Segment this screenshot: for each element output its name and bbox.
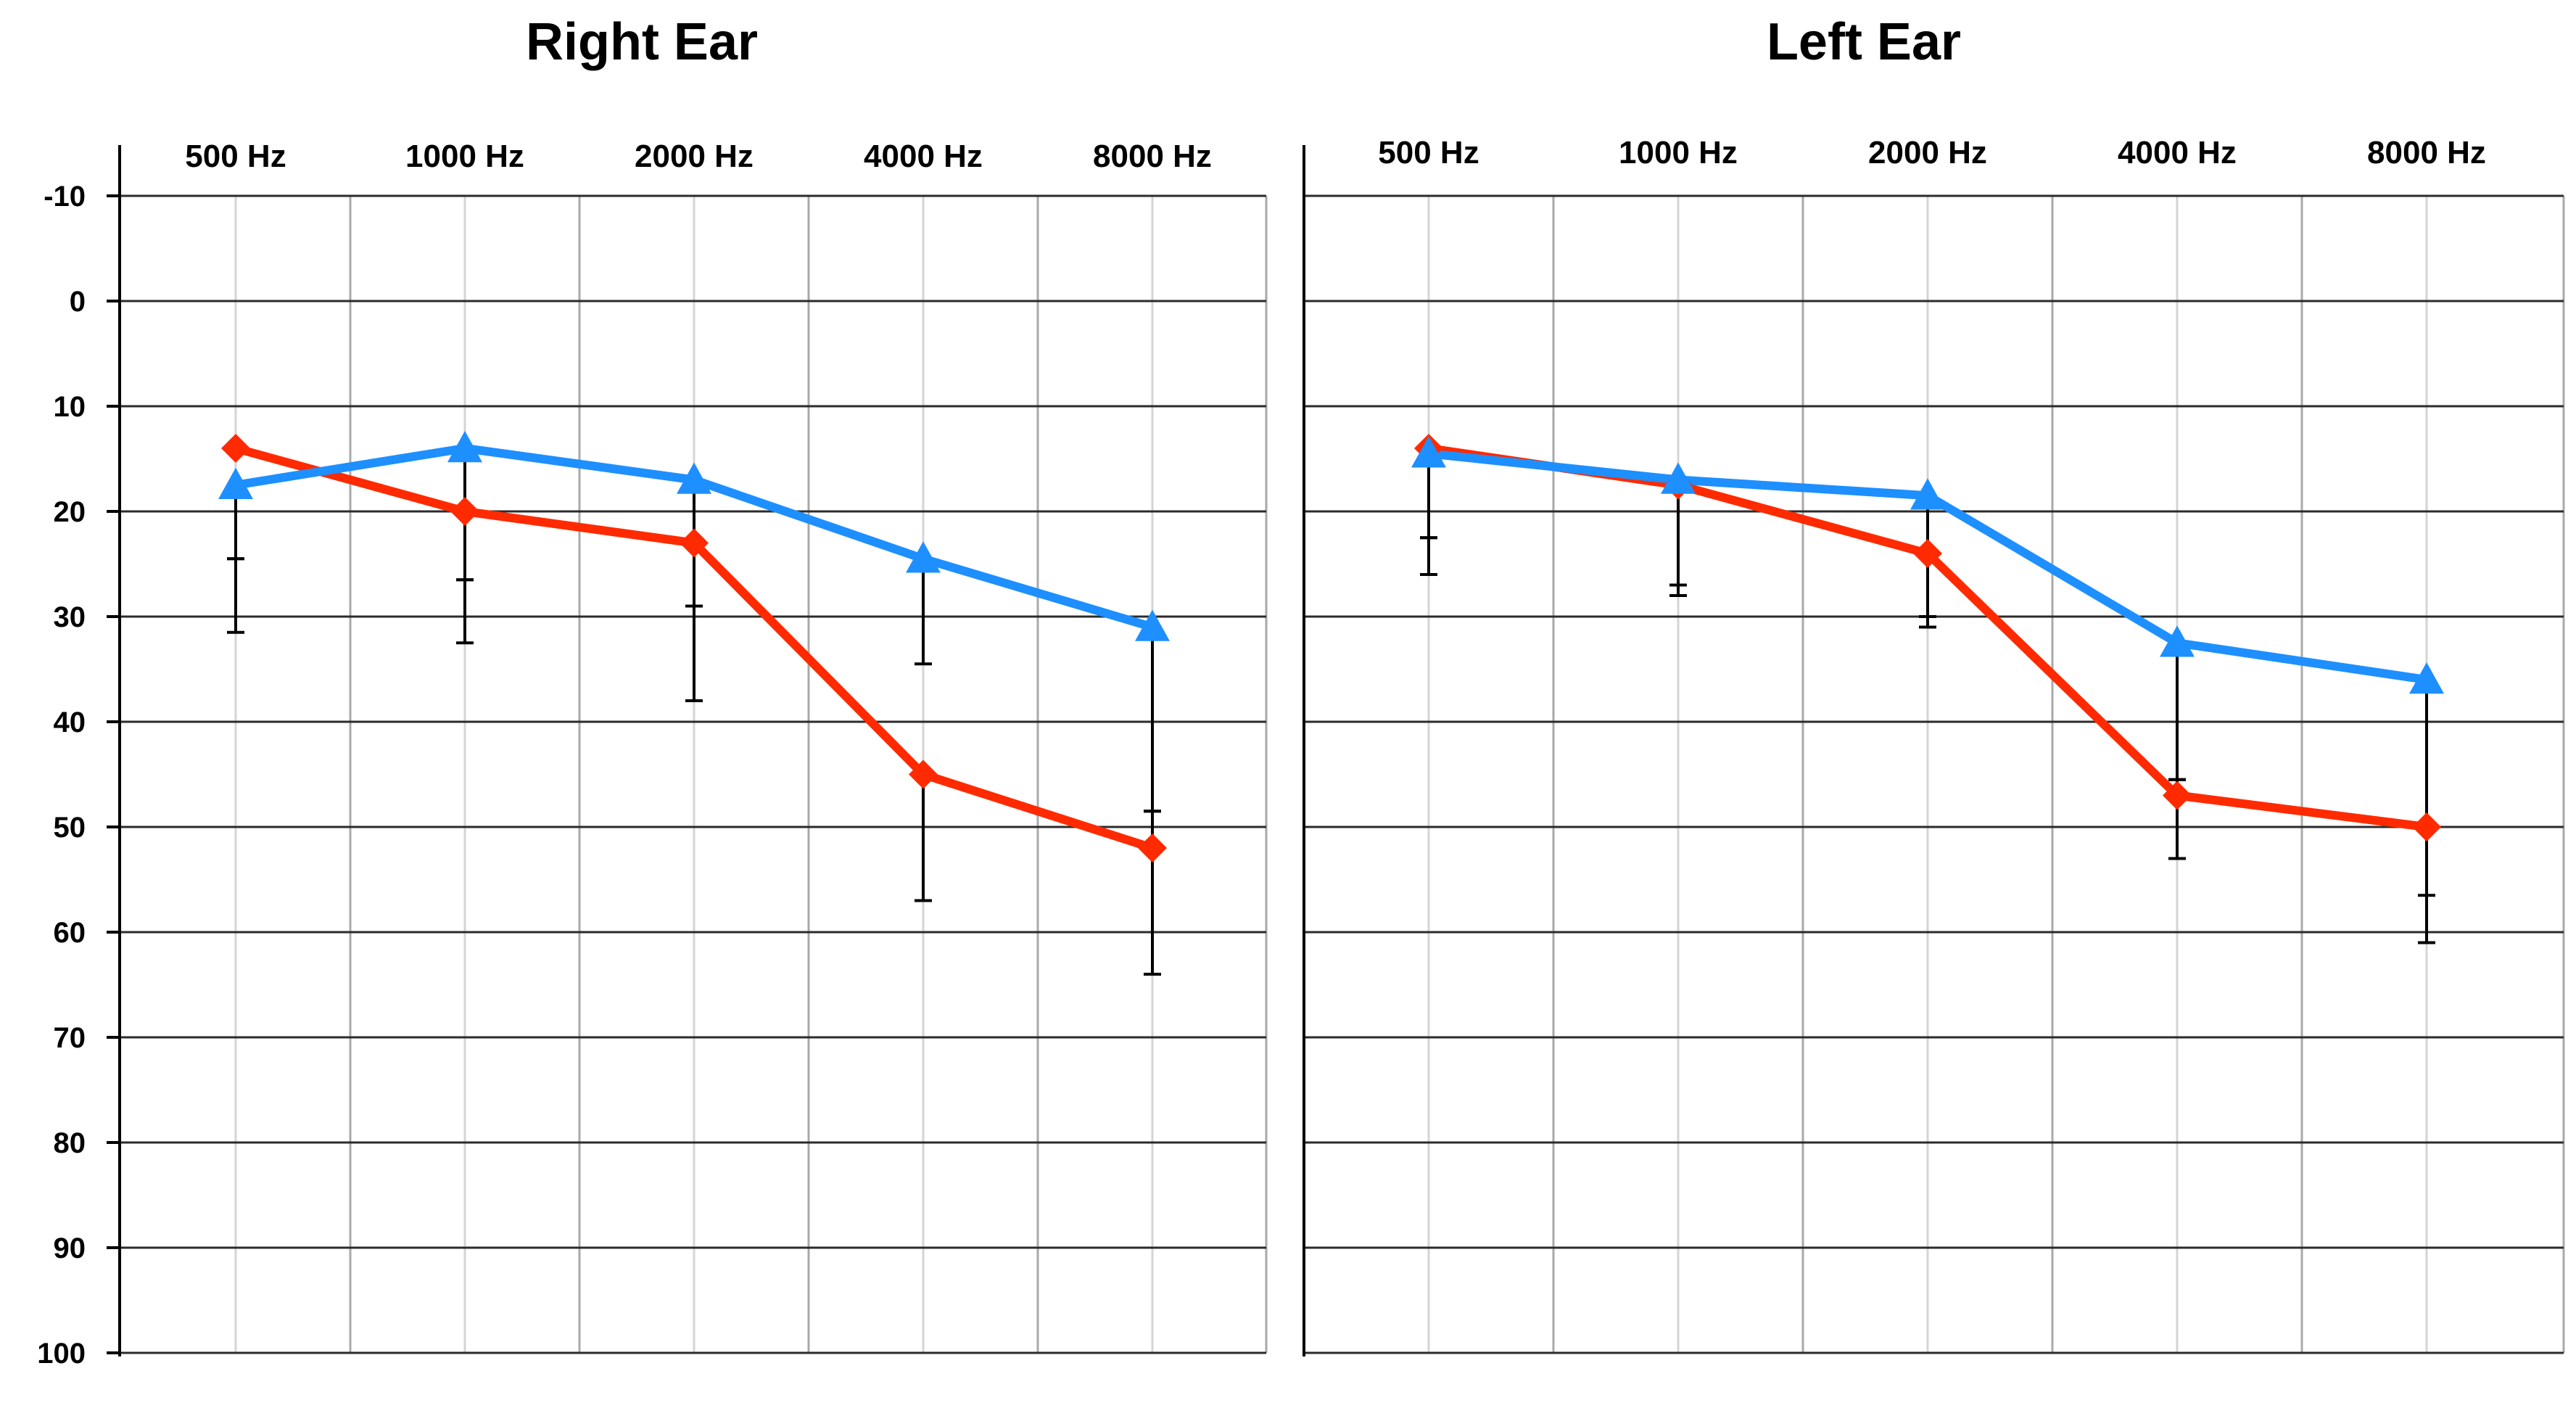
x-tick-label: 8000 Hz: [2367, 135, 2486, 170]
data-point-diamond: [1138, 833, 1167, 862]
data-point-triangle: [1135, 609, 1170, 641]
y-tick-label: -10: [44, 181, 86, 213]
data-point-diamond: [909, 759, 938, 789]
x-tick-label: 8000 Hz: [1093, 139, 1212, 174]
chart-title: Left Ear: [1767, 13, 1961, 71]
y-tick-label: 0: [70, 286, 86, 318]
x-tick-label: 2000 Hz: [635, 139, 754, 174]
x-tick-label: 1000 Hz: [1619, 135, 1738, 170]
data-point-triangle: [1910, 478, 1945, 510]
data-point-diamond: [2163, 781, 2192, 810]
data-point-diamond: [450, 497, 479, 526]
y-tick-label: 30: [54, 601, 86, 633]
x-tick-label: 500 Hz: [185, 139, 286, 174]
x-tick-label: 4000 Hz: [864, 139, 983, 174]
data-point-diamond: [221, 434, 250, 463]
y-tick-label: 20: [54, 496, 86, 528]
y-tick-label: 60: [54, 917, 86, 949]
data-point-triangle: [906, 541, 941, 573]
x-tick-label: 500 Hz: [1378, 135, 1479, 170]
data-point-triangle: [1661, 462, 1696, 494]
y-tick-label: 90: [54, 1232, 86, 1264]
x-tick-label: 2000 Hz: [1868, 135, 1987, 170]
data-point-triangle: [447, 431, 482, 463]
data-point-diamond: [680, 528, 709, 558]
data-point-diamond: [1913, 539, 1942, 568]
chart-panel-left-ear: Left Ear 500 Hz 1000 Hz 2000 Hz 4000 Hz 8000 …: [1303, 13, 2565, 1356]
data-point-triangle: [2160, 625, 2195, 657]
data-point-diamond: [2412, 812, 2441, 841]
y-tick-label: 70: [54, 1022, 86, 1054]
x-tick-label: 4000 Hz: [2118, 135, 2237, 170]
data-point-triangle: [218, 467, 253, 499]
y-tick-label: 80: [54, 1127, 86, 1159]
y-tick-label: 100: [37, 1338, 86, 1370]
x-tick-label: 1000 Hz: [405, 139, 524, 174]
data-point-triangle: [677, 462, 711, 494]
chart-panel-right-ear: Right Ear -10 0 10 20 30 40 50 60 70 80 90 100 500 Hz…: [37, 13, 1268, 1370]
chart-title: Right Ear: [526, 13, 758, 71]
y-tick-label: 10: [54, 391, 86, 423]
data-point-triangle: [1411, 436, 1446, 468]
y-tick-label: 50: [54, 812, 86, 844]
y-tick-label: 40: [54, 707, 86, 738]
data-point-triangle: [2409, 662, 2444, 694]
